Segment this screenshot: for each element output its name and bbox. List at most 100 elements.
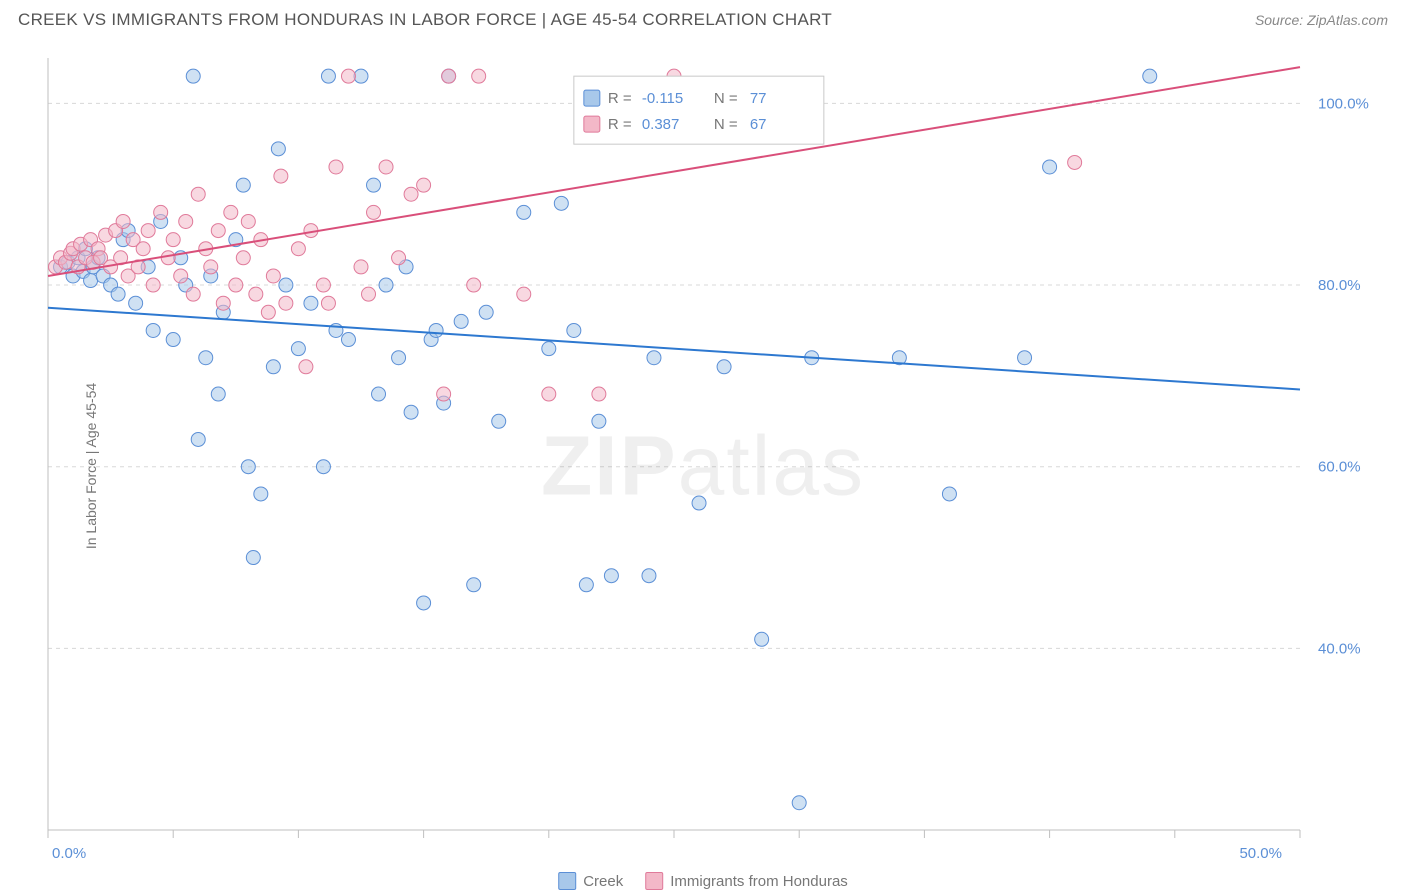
legend-r-value: 0.387 xyxy=(642,116,680,133)
data-point xyxy=(647,351,661,365)
legend-n-value: 77 xyxy=(750,90,767,107)
data-point xyxy=(229,278,243,292)
data-point xyxy=(442,69,456,83)
data-point xyxy=(437,387,451,401)
data-point xyxy=(379,278,393,292)
data-point xyxy=(261,305,275,319)
data-point xyxy=(254,487,268,501)
data-point xyxy=(454,314,468,328)
data-point xyxy=(249,287,263,301)
data-point xyxy=(304,296,318,310)
data-point xyxy=(84,274,98,288)
data-point xyxy=(116,214,130,228)
data-point xyxy=(154,205,168,219)
x-tick-label: 50.0% xyxy=(1239,845,1282,862)
data-point xyxy=(417,596,431,610)
legend-r-label: R = xyxy=(608,116,632,133)
data-point xyxy=(367,178,381,192)
legend-swatch xyxy=(558,872,576,890)
data-point xyxy=(236,251,250,265)
data-point xyxy=(404,187,418,201)
data-point xyxy=(279,296,293,310)
data-point xyxy=(146,323,160,337)
data-point xyxy=(211,224,225,238)
data-point xyxy=(291,242,305,256)
data-point xyxy=(216,296,230,310)
data-point xyxy=(1068,155,1082,169)
data-point xyxy=(146,278,160,292)
data-point xyxy=(166,333,180,347)
y-axis-label: In Labor Force | Age 45-54 xyxy=(83,383,99,549)
trend-line xyxy=(48,308,1300,390)
data-point xyxy=(266,269,280,283)
data-point xyxy=(592,387,606,401)
data-point xyxy=(241,460,255,474)
scatter-chart: 40.0% 60.0% 80.0% 100.0% 0.0% 50.0% R = -0.115 N… xyxy=(0,40,1406,892)
data-point xyxy=(717,360,731,374)
data-point xyxy=(942,487,956,501)
data-point xyxy=(542,342,556,356)
data-point xyxy=(186,69,200,83)
legend-r-value: -0.115 xyxy=(642,90,683,107)
data-point xyxy=(211,387,225,401)
data-point xyxy=(166,233,180,247)
data-point xyxy=(174,269,188,283)
data-point xyxy=(129,296,143,310)
data-point xyxy=(341,333,355,347)
x-tick-label: 0.0% xyxy=(52,845,86,862)
data-point xyxy=(579,578,593,592)
legend-r-label: R = xyxy=(608,90,632,107)
legend-item: Immigrants from Honduras xyxy=(645,872,848,890)
data-point xyxy=(321,69,335,83)
data-point xyxy=(467,278,481,292)
y-tick-label: 80.0% xyxy=(1318,277,1361,294)
legend-n-label: N = xyxy=(714,116,738,133)
data-point xyxy=(379,160,393,174)
data-point xyxy=(199,351,213,365)
data-point xyxy=(341,69,355,83)
data-point xyxy=(329,160,343,174)
chart-source: Source: ZipAtlas.com xyxy=(1255,12,1388,28)
data-point xyxy=(191,187,205,201)
legend-label: Immigrants from Honduras xyxy=(670,873,848,890)
data-point xyxy=(246,551,260,565)
data-point xyxy=(692,496,706,510)
data-point xyxy=(467,578,481,592)
chart-area: In Labor Force | Age 45-54 40.0% 60.0% 80.… xyxy=(0,40,1406,892)
data-point xyxy=(136,242,150,256)
data-point xyxy=(316,460,330,474)
y-tick-label: 100.0% xyxy=(1318,95,1369,112)
legend-swatch xyxy=(645,872,663,890)
legend-label: Creek xyxy=(583,873,623,890)
data-point xyxy=(271,142,285,156)
data-point xyxy=(274,169,288,183)
data-point xyxy=(554,196,568,210)
data-point xyxy=(236,178,250,192)
legend-swatch xyxy=(584,90,600,106)
data-point xyxy=(362,287,376,301)
data-point xyxy=(141,224,155,238)
data-point xyxy=(472,69,486,83)
correlation-legend xyxy=(574,76,824,144)
data-point xyxy=(354,69,368,83)
y-tick-label: 60.0% xyxy=(1318,459,1361,476)
data-point xyxy=(1143,69,1157,83)
data-point xyxy=(354,260,368,274)
series-legend: Creek Immigrants from Honduras xyxy=(558,872,848,890)
data-point xyxy=(517,287,531,301)
data-point xyxy=(224,205,238,219)
data-point xyxy=(316,278,330,292)
data-point xyxy=(479,305,493,319)
legend-n-label: N = xyxy=(714,90,738,107)
data-point xyxy=(642,569,656,583)
y-tick-label: 40.0% xyxy=(1318,640,1361,657)
data-point xyxy=(266,360,280,374)
data-point xyxy=(291,342,305,356)
legend-n-value: 67 xyxy=(750,116,767,133)
data-point xyxy=(517,205,531,219)
data-point xyxy=(755,632,769,646)
data-point xyxy=(1018,351,1032,365)
data-point xyxy=(404,405,418,419)
data-point xyxy=(429,323,443,337)
chart-title: CREEK VS IMMIGRANTS FROM HONDURAS IN LAB… xyxy=(18,10,832,30)
